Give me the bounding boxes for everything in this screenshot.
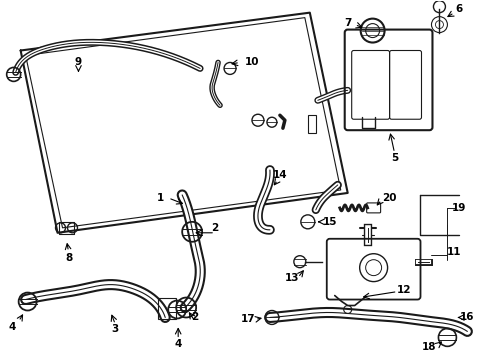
- Text: 14: 14: [272, 170, 287, 180]
- Text: 2: 2: [192, 312, 199, 323]
- Text: 13: 13: [285, 273, 299, 283]
- Text: 15: 15: [322, 217, 337, 227]
- Text: 19: 19: [452, 203, 466, 213]
- Text: 5: 5: [391, 153, 398, 163]
- Text: 12: 12: [397, 284, 412, 294]
- Bar: [158, 298, 176, 319]
- Text: 20: 20: [382, 193, 397, 203]
- Text: 6: 6: [456, 4, 463, 14]
- Text: 18: 18: [422, 342, 437, 352]
- Text: 16: 16: [460, 312, 475, 323]
- Text: 4: 4: [174, 339, 182, 349]
- Text: 1: 1: [157, 193, 164, 203]
- Text: 2: 2: [212, 223, 219, 233]
- Text: 4: 4: [9, 323, 16, 332]
- Text: 3: 3: [112, 324, 119, 334]
- Text: 10: 10: [245, 58, 259, 67]
- Text: 17: 17: [241, 314, 255, 324]
- Bar: [308, 115, 316, 133]
- Text: 8: 8: [65, 253, 72, 263]
- Text: 9: 9: [75, 58, 82, 67]
- Text: 11: 11: [447, 247, 462, 257]
- Text: 7: 7: [344, 18, 351, 28]
